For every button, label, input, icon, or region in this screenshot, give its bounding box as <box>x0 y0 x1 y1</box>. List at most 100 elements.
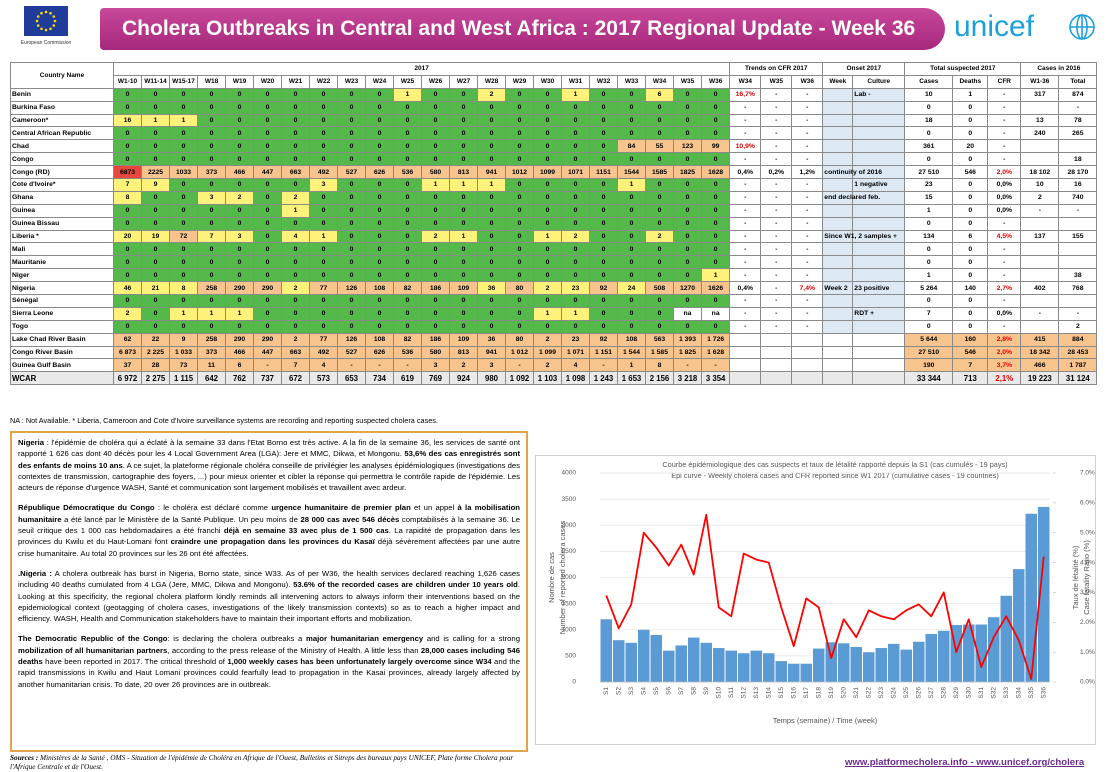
table-cell: - <box>791 294 824 308</box>
bar <box>888 643 900 682</box>
group-header: Total suspected 2017 <box>904 62 1022 76</box>
y-tick-label: 3000 <box>562 522 577 529</box>
table-cell: - <box>791 216 824 231</box>
table-cell: 0 <box>700 126 731 141</box>
table-cell: 0 <box>533 178 562 192</box>
table-cell: - <box>729 178 762 192</box>
bold-run: .Nigeria : <box>18 568 52 578</box>
table-cell: 1 <box>281 203 310 218</box>
text-run: have been reported in 2017. The critical… <box>42 657 228 667</box>
table-cell: 0 <box>365 203 394 218</box>
table-cell: 0 <box>533 255 562 270</box>
links[interactable]: www.platformecholera.info - www.unicef.o… <box>845 757 1085 768</box>
table-cell: 0 <box>281 152 310 167</box>
table-cell: 0 <box>309 126 338 141</box>
table-cell: 2 275 <box>141 371 170 386</box>
table-cell: 0 <box>952 216 989 231</box>
table-cell: 4,5% <box>987 229 1022 244</box>
table-cell: - <box>760 190 793 205</box>
table-cell: 0 <box>952 255 989 270</box>
table-cell: 0 <box>533 87 562 102</box>
table-cell: 0 <box>589 152 618 167</box>
table-cell: 0 <box>169 87 198 102</box>
table-cell: 0 <box>281 100 310 115</box>
table-cell: 0 <box>281 126 310 141</box>
table-cell: continuity of 2016 <box>822 165 882 180</box>
table-cell: - <box>987 100 1022 115</box>
table-cell: 1 653 <box>617 371 646 386</box>
table-cell: - <box>589 358 618 373</box>
table-cell: 0 <box>477 152 506 167</box>
table-cell: 0 <box>673 216 702 231</box>
table-cell: 0 <box>421 294 450 308</box>
table-cell: 0 <box>225 268 254 283</box>
table-cell: 0 <box>421 203 450 218</box>
table-cell: 0 <box>449 87 478 102</box>
table-cell: 0 <box>197 216 226 231</box>
column-header: Deaths <box>952 74 989 89</box>
column-header: W34 <box>645 74 674 89</box>
table-cell: 23 <box>904 178 954 192</box>
y2-axis-label: Taux de létalité (%) <box>1071 545 1080 609</box>
table-cell: 1 <box>421 178 450 192</box>
table-cell: 0 <box>225 139 254 154</box>
table-cell: 0 <box>449 190 478 205</box>
table-cell: 0 <box>421 306 450 321</box>
table-cell: 0 <box>617 190 646 205</box>
table-cell: 1825 <box>673 165 702 180</box>
table-cell: 0 <box>952 100 989 115</box>
table-cell: 19 223 <box>1020 371 1060 386</box>
table-cell: 0 <box>141 100 170 115</box>
basin-row: Lake Chad River Basin 62 22 9 258 290 290 2 77 12… <box>10 332 1098 347</box>
column-header: W23 <box>337 74 366 89</box>
table-cell: 0 <box>253 152 282 167</box>
table-cell: 0 <box>253 87 282 102</box>
table-cell <box>822 100 854 115</box>
country-row: Guinea 0 0 0 0 0 0 1 0 0 0 0 0 0 0 0 0 0 0 0 0 0 0- - -1 0 0,0% - - <box>10 203 1098 218</box>
table-cell: 762 <box>225 371 254 386</box>
table-cell: 186 <box>421 281 450 296</box>
table-cell: 22 <box>141 332 170 347</box>
x-tick-label: S17 <box>803 687 810 699</box>
table-cell: 527 <box>337 345 366 360</box>
table-cell <box>1058 255 1098 270</box>
table-cell: 0 <box>197 126 226 141</box>
table-cell: 0 <box>449 203 478 218</box>
table-cell: 0 <box>589 294 618 308</box>
country-row: Central African Republic 0 0 0 0 0 0 0 0 0 0 0 0 0 0 0 0… <box>10 126 1098 141</box>
y2-tick-label: 6.0% <box>1080 500 1095 507</box>
table-cell: - <box>987 113 1022 128</box>
table-cell: 0 <box>673 190 702 205</box>
title: Cholera Outbreaks in Central and West Af… <box>122 17 916 40</box>
empty-cell <box>822 358 854 373</box>
bar <box>950 625 962 682</box>
table-cell: 0 <box>589 306 618 321</box>
table-cell: 0 <box>365 100 394 115</box>
table-cell: 6 <box>225 358 254 373</box>
unicef-globe <box>1069 14 1095 40</box>
x-tick-label: S27 <box>928 687 935 699</box>
table-cell: 0 <box>113 242 142 257</box>
table-cell: 0 <box>561 255 590 270</box>
table-cell: 2 <box>477 87 506 102</box>
table-cell: 2 <box>421 229 450 244</box>
table-cell: 0 <box>253 255 282 270</box>
table-cell: 672 <box>281 371 310 386</box>
text-run: et un appel <box>410 503 458 513</box>
table-cell: 0 <box>505 306 534 321</box>
table-cell: 0 <box>561 242 590 257</box>
table-cell: Burkina Faso <box>10 100 114 115</box>
table-cell: - <box>729 152 762 167</box>
table-cell: 0 <box>253 242 282 257</box>
bar <box>638 629 650 682</box>
table-cell: 0 <box>561 190 590 205</box>
table-cell: 38 <box>1058 268 1098 283</box>
bar <box>700 642 712 682</box>
table-cell: 134 <box>904 229 954 244</box>
column-header: W22 <box>309 74 338 89</box>
table-cell: 874 <box>1058 87 1098 102</box>
table-cell: 0 <box>169 139 198 154</box>
table-cell <box>852 319 906 334</box>
table-cell: - <box>1058 100 1098 115</box>
bold-run: déjà en semaine 33 avec plus de 1 500 ca… <box>223 526 389 536</box>
